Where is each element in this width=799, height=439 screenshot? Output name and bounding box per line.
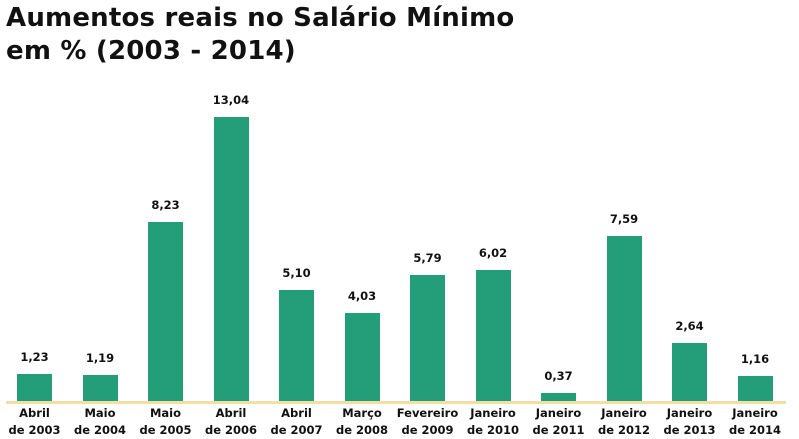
x-tick-month: Abril: [281, 406, 312, 420]
bar: [148, 221, 183, 401]
x-tick-label: Março de 2008: [327, 405, 397, 439]
bar-value-label: 6,02: [478, 245, 508, 260]
bar: [672, 343, 707, 401]
bar: [17, 374, 52, 401]
x-tick-year: de 2003: [8, 423, 61, 437]
x-tick-month: Janeiro: [535, 406, 582, 420]
x-tick-month: Janeiro: [601, 406, 647, 420]
x-tick-year: de 2011: [532, 423, 585, 437]
x-tick-year: de 2008: [335, 423, 389, 437]
chart-title-line1: Aumentos reais no Salário Mínimo: [6, 3, 515, 33]
bar: [279, 289, 314, 401]
bar: [410, 274, 445, 401]
x-tick-month: Janeiro: [732, 406, 778, 420]
x-tick-label: Janeiro de 2010: [458, 405, 528, 439]
x-tick-month: Março: [342, 406, 382, 420]
bar: [606, 235, 642, 401]
bar-value-label: 5,79: [413, 250, 442, 265]
x-tick-month: Maio: [84, 406, 116, 420]
bar-value-label: 7,59: [609, 211, 639, 226]
x-tick-label: Fevereiro de 2009: [393, 405, 463, 439]
bar-value-label: 4,03: [347, 289, 377, 304]
chart-title: Aumentos reais no Salário Mínimo em % (2…: [6, 2, 515, 68]
x-tick-label: Janeiro de 2011: [524, 405, 594, 439]
x-tick-year: de 2010: [466, 423, 520, 437]
bar: [82, 375, 118, 401]
x-tick-year: de 2004: [73, 423, 127, 437]
x-tick-month: Abril: [19, 406, 50, 420]
x-tick-label: Janeiro de 2012: [589, 405, 659, 439]
bar-value-label: 5,10: [282, 265, 311, 280]
x-tick-label: Maio de 2005: [131, 405, 201, 439]
bar-value-label: 13,04: [212, 92, 250, 107]
x-tick-label: Janeiro de 2014: [720, 405, 790, 439]
x-tick-label: Janeiro de 2013: [655, 405, 725, 439]
bar: [541, 392, 576, 401]
x-tick-year: de 2009: [401, 423, 454, 437]
bar: [213, 116, 249, 401]
x-tick-label: Abril de 2007: [262, 405, 332, 439]
x-tick-label: Abril de 2006: [196, 405, 266, 439]
bar: [737, 375, 773, 401]
x-tick-label: Maio de 2004: [65, 405, 135, 439]
bar-value-label: 1,23: [20, 350, 49, 365]
x-tick-month: Janeiro: [470, 406, 516, 420]
x-tick-year: de 2005: [139, 423, 192, 437]
x-tick-month: Janeiro: [666, 406, 713, 420]
x-axis-line: [6, 401, 786, 404]
x-tick-month: Maio: [149, 406, 182, 420]
x-tick-year: de 2013: [663, 423, 716, 437]
x-tick-month: Abril: [215, 406, 247, 420]
bar-value-label: 2,64: [675, 319, 704, 334]
bar-value-label: 1,19: [85, 351, 115, 366]
chart-title-line2: em % (2003 - 2014): [6, 36, 296, 66]
bar: [475, 269, 511, 401]
bar: [344, 313, 380, 401]
x-tick-month: Fevereiro: [396, 406, 459, 420]
x-tick-year: de 2012: [597, 423, 651, 437]
x-tick-year: de 2007: [270, 423, 323, 437]
x-tick-year: de 2014: [728, 423, 782, 437]
x-tick-label: Abril de 2003: [0, 405, 70, 439]
x-tick-year: de 2006: [204, 423, 258, 437]
bar-value-label: 1,16: [740, 351, 770, 366]
bar-value-label: 0,37: [544, 368, 573, 383]
bar-value-label: 8,23: [151, 197, 180, 212]
